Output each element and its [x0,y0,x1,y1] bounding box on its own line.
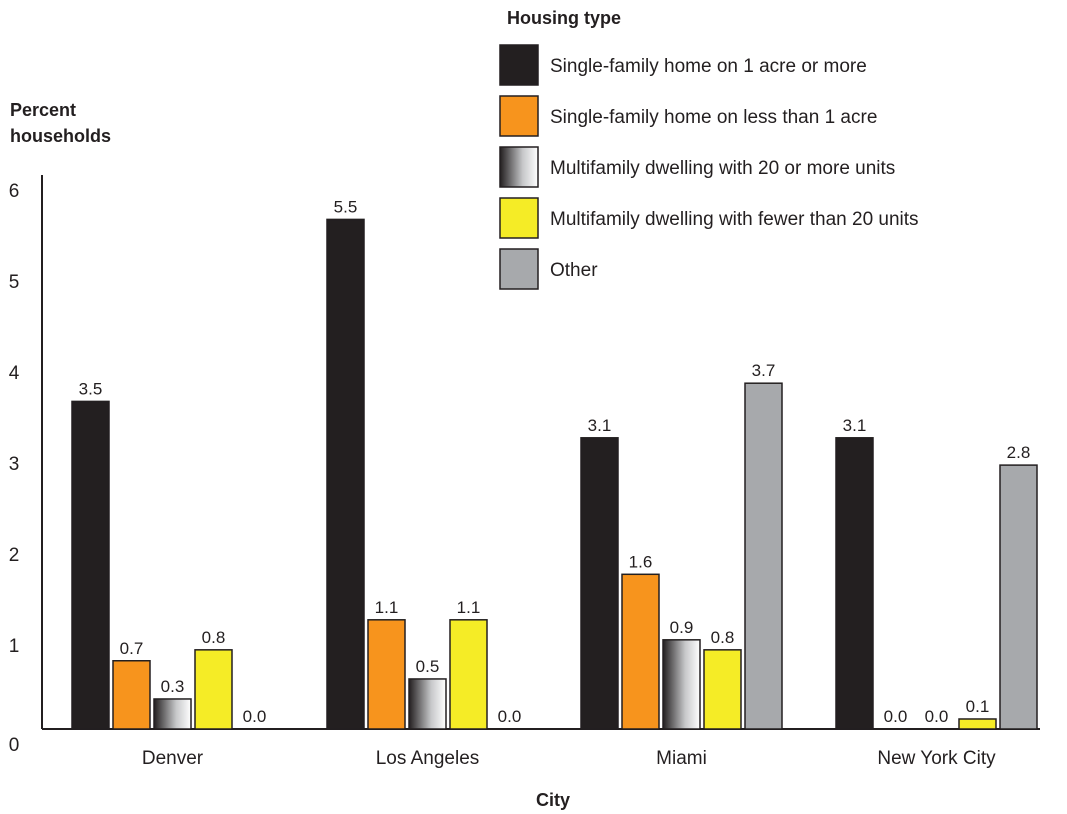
x-axis-title: City [536,790,570,810]
bar [112,660,151,730]
bar [703,649,742,730]
bar [449,619,488,730]
legend-swatch [499,248,539,290]
legend-swatch [499,95,539,137]
data-label: 0.9 [670,618,694,637]
data-label: 0.8 [711,628,735,647]
bar [326,218,365,730]
bar [744,382,783,730]
data-label: 0.3 [161,677,185,696]
data-label: 3.7 [752,361,776,380]
legend-label: Single-family home on 1 acre or more [550,56,867,77]
y-axis-title-line: households [10,126,111,146]
data-label: 0.7 [120,639,144,658]
bar [999,464,1038,730]
data-label: 3.1 [588,416,612,435]
data-label: 0.0 [884,707,908,726]
bar [958,718,997,730]
bar [153,698,192,730]
legend-swatch [499,44,539,86]
y-tick-label: 3 [9,454,20,475]
legend-label: Multifamily dwelling with fewer than 20 … [550,209,919,230]
bar [194,649,233,730]
data-labels: 3.5 5.5 3.1 3.1 0.7 1.1 1.6 0.0 0.3 0.5 0.9 0.0 0.8 1… [79,197,1031,726]
data-label: 0.5 [416,657,440,676]
bar [408,678,447,730]
category-label: Denver [142,748,204,769]
data-label: 0.0 [498,707,522,726]
bar [580,437,619,730]
y-tick-label: 2 [9,545,20,566]
y-tick-label: 6 [9,181,20,202]
data-label: 2.8 [1007,443,1031,462]
y-tick-label: 1 [9,636,20,657]
data-label: 3.1 [843,416,867,435]
category-label: Los Angeles [376,748,480,769]
bar [835,437,874,730]
y-axis-title-line: Percent [10,100,76,120]
bar [621,573,660,730]
data-label: 0.8 [202,628,226,647]
legend-swatch [499,197,539,239]
data-label: 1.1 [375,598,399,617]
data-label: 0.0 [243,707,267,726]
legend: Housing type Single-family home on 1 acre… [499,8,919,290]
legend-label: Single-family home on less than 1 acre [550,107,877,128]
y-tick-label: 4 [9,363,20,384]
category-label: New York City [877,748,996,769]
data-label: 0.0 [925,707,949,726]
data-label: 5.5 [334,197,358,216]
y-tick-label: 5 [9,272,20,293]
y-tick-label: 0 [9,735,20,756]
bar [71,400,110,730]
category-label: Miami [656,748,707,769]
data-label: 3.5 [79,379,103,398]
bars [71,218,1038,730]
data-label: 1.6 [629,552,653,571]
legend-title: Housing type [507,8,621,28]
bar [367,619,406,730]
data-label: 0.1 [966,697,990,716]
legend-swatch [499,146,539,188]
legend-label: Multifamily dwelling with 20 or more uni… [550,158,895,179]
bar [662,639,701,730]
legend-label: Other [550,260,598,281]
data-label: 1.1 [457,598,481,617]
